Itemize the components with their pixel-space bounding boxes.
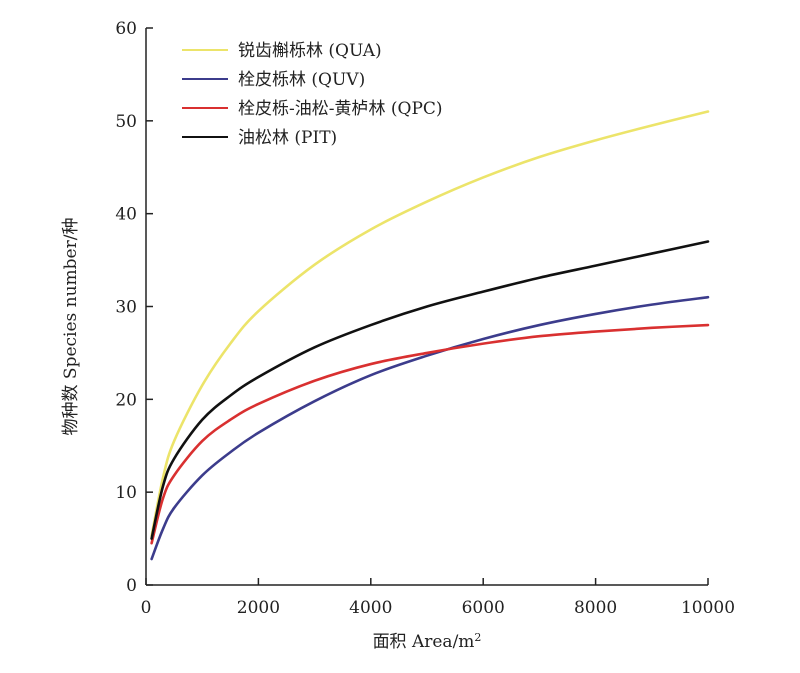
legend-label-2: 栓皮栎-油松-黄栌林 (QPC) bbox=[238, 99, 443, 119]
x-tick-label: 8000 bbox=[574, 598, 617, 618]
series-line-1 bbox=[150, 295, 710, 561]
legend: 锐齿槲栎林 (QUA) 栓皮栎林 (QUV) 栓皮栎-油松-黄栌林 (QPC) 油松林… bbox=[182, 41, 443, 148]
y-tick-label: 60 bbox=[115, 19, 137, 39]
y-tick-label: 40 bbox=[115, 205, 137, 225]
y-tick-label: 20 bbox=[115, 390, 137, 410]
series-lines bbox=[150, 110, 710, 561]
x-tick-label: 6000 bbox=[462, 598, 505, 618]
series-line-3 bbox=[150, 240, 710, 540]
series-line-2 bbox=[150, 323, 710, 545]
y-axis-title: 物种数 Species number/种 bbox=[61, 218, 81, 436]
axes: 0 10 20 30 40 50 60 0 2000 4000 6000 8000 10000 bbox=[115, 19, 735, 618]
x-axis-title-text: 面积 Area/m bbox=[373, 632, 475, 652]
legend-label-1: 栓皮栎林 (QUV) bbox=[238, 70, 365, 90]
y-tick-label: 10 bbox=[115, 483, 137, 503]
x-tick-label: 4000 bbox=[349, 598, 392, 618]
x-axis-title-superscript: 2 bbox=[474, 631, 481, 644]
legend-label-3: 油松林 (PIT) bbox=[238, 128, 337, 148]
legend-label-0: 锐齿槲栎林 (QUA) bbox=[238, 41, 382, 61]
y-tick-label: 0 bbox=[126, 576, 137, 596]
x-tick-label: 2000 bbox=[237, 598, 280, 618]
series-line-0 bbox=[150, 110, 710, 538]
x-tick-label: 10000 bbox=[681, 598, 735, 618]
x-tick-label: 0 bbox=[141, 598, 152, 618]
x-axis-title: 面积 Area/m2 bbox=[373, 631, 482, 653]
y-tick-label: 50 bbox=[115, 112, 137, 132]
y-tick-label: 30 bbox=[115, 298, 137, 318]
